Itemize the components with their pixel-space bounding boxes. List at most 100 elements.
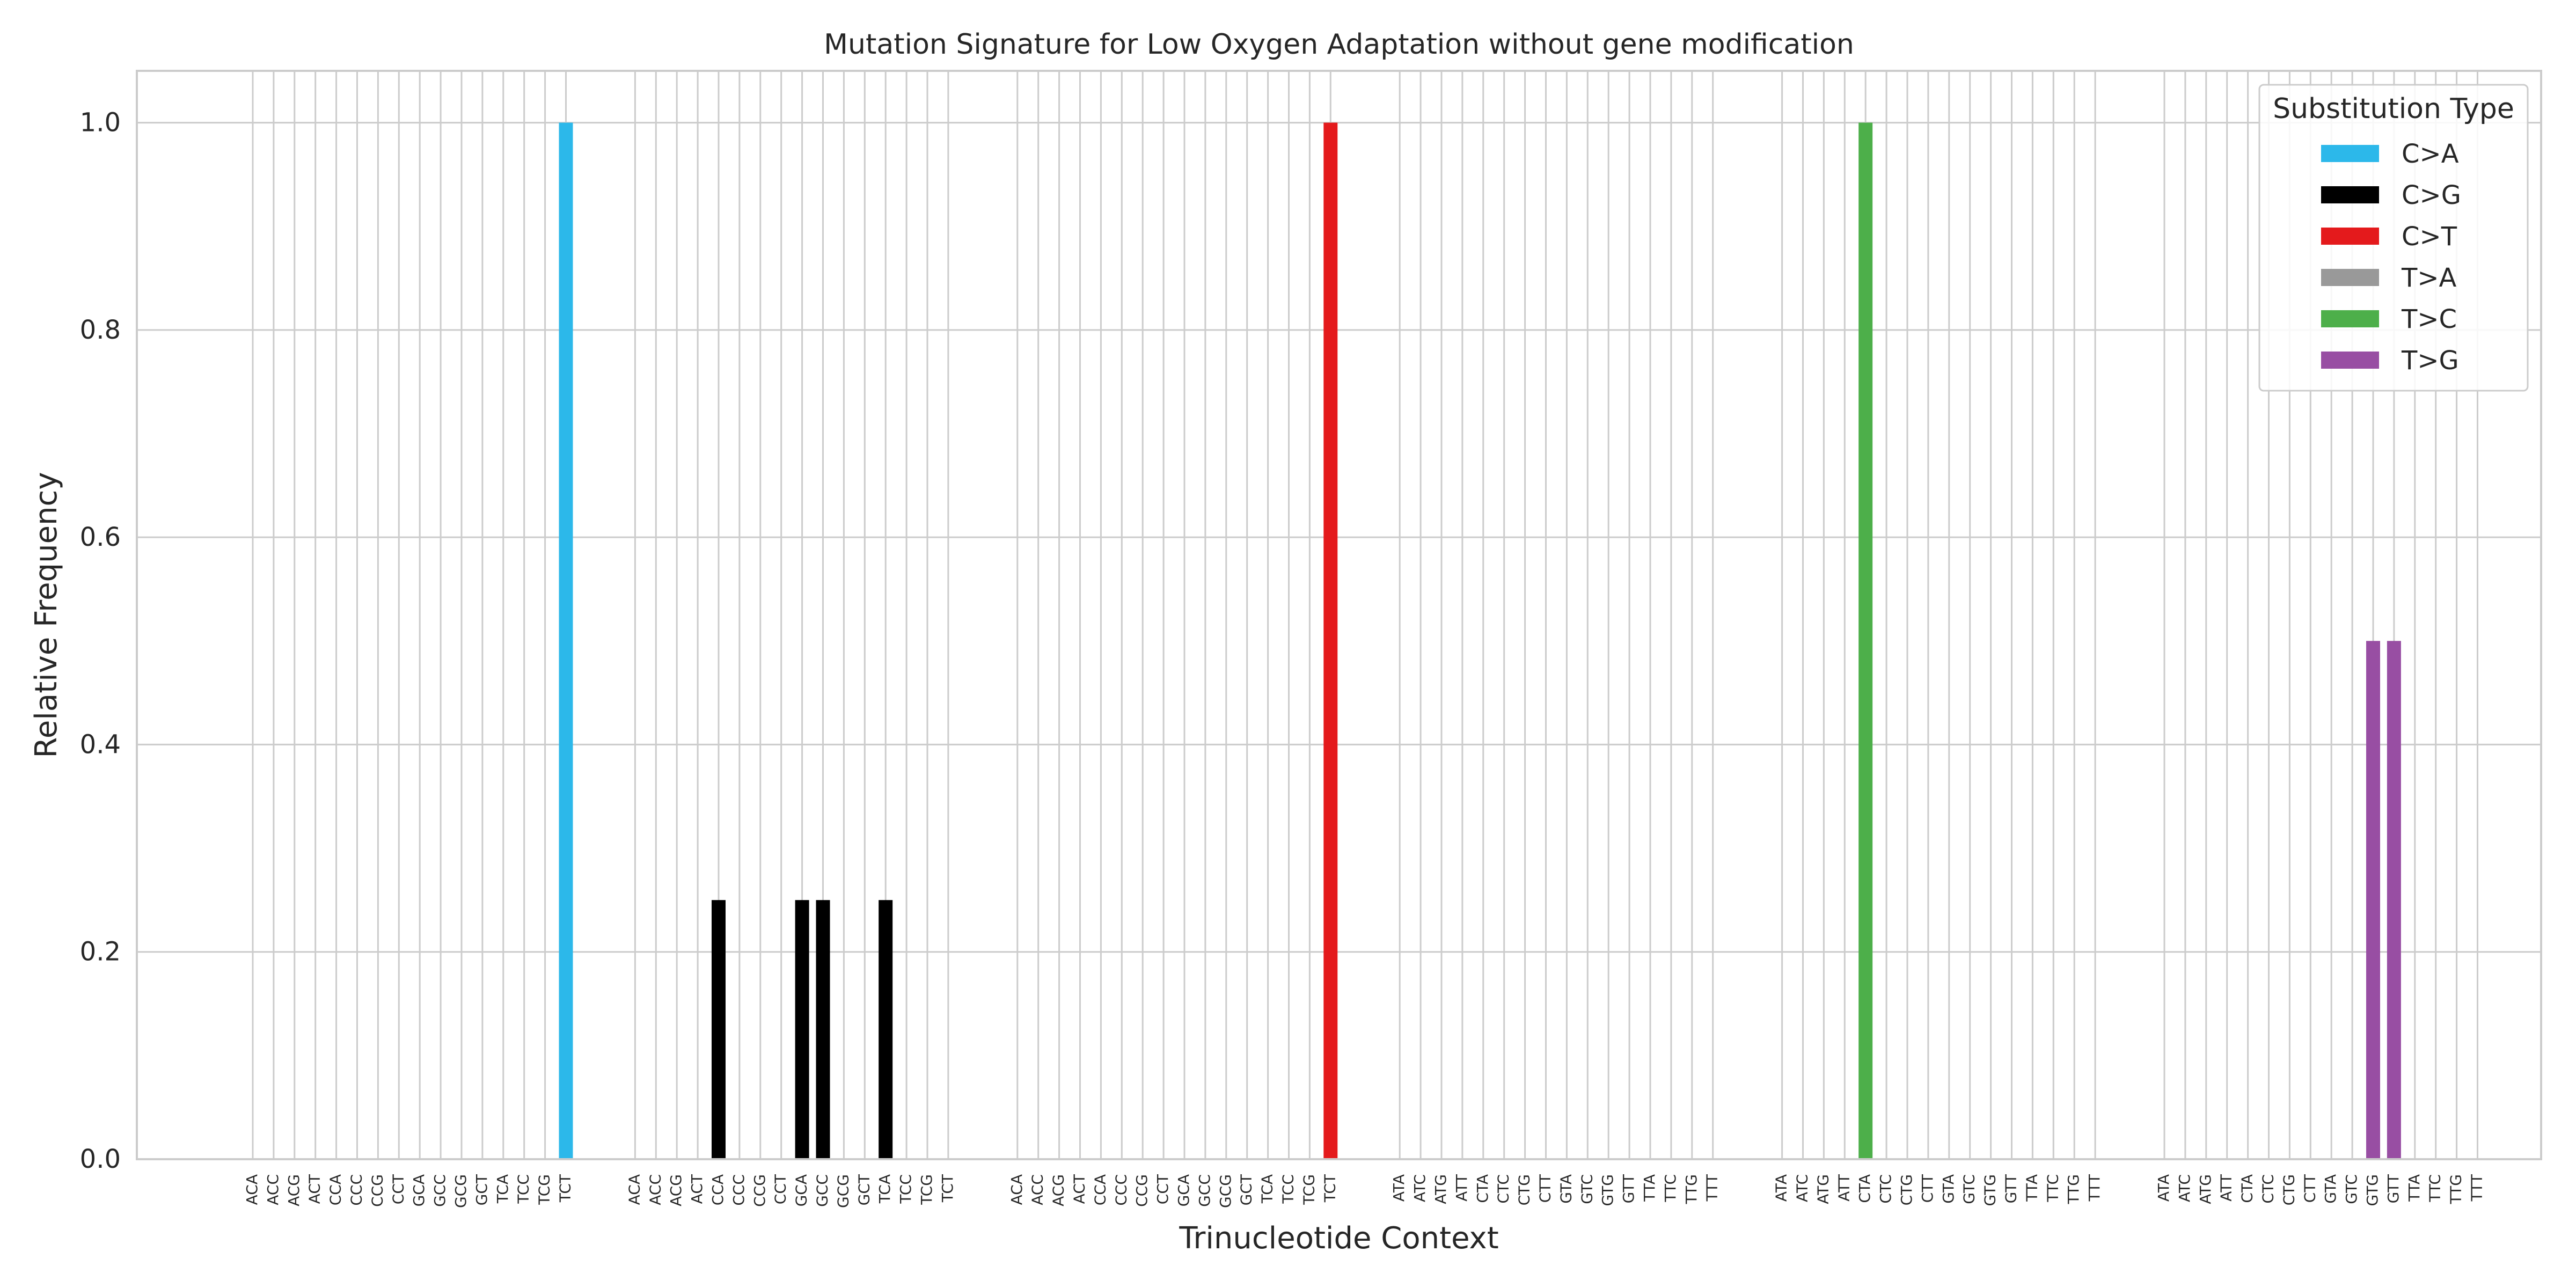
x-tick-label: GTT <box>1620 1174 1637 1203</box>
x-tick-label: CCC <box>1112 1174 1130 1206</box>
legend-swatch <box>2321 269 2379 286</box>
x-tick-label: CCC <box>348 1174 365 1206</box>
y-tick-label: 0.6 <box>80 522 121 552</box>
x-tick-label: TCG <box>918 1174 935 1205</box>
x-tick-label: TTG <box>2065 1174 2082 1204</box>
legend-label: T>G <box>2401 346 2459 376</box>
bar-C-to-G-GCA <box>795 900 809 1159</box>
x-tick-label: GTC <box>1578 1174 1596 1204</box>
legend-box <box>2258 84 2529 392</box>
x-tick-label: CTT <box>1536 1174 1554 1203</box>
x-tick-label: CTG <box>2280 1174 2297 1205</box>
x-tick-label: ACT <box>688 1174 706 1204</box>
x-tick-label: GTA <box>1940 1174 1957 1204</box>
x-tick-label: GCT <box>855 1174 873 1205</box>
x-tick-label: TCC <box>897 1174 914 1204</box>
x-tick-label: ACG <box>1050 1174 1067 1206</box>
x-tick-label: CCA <box>1091 1174 1109 1205</box>
x-tick-label: ACC <box>646 1174 664 1205</box>
y-axis-label: Relative Frequency <box>29 472 64 758</box>
y-tick-label: 0.8 <box>80 315 121 345</box>
x-tick-label: TTT <box>2085 1174 2103 1202</box>
x-tick-label: TCC <box>1279 1174 1297 1204</box>
x-tick-label: CTG <box>1516 1174 1533 1205</box>
x-tick-label: ATG <box>1432 1174 1450 1204</box>
x-tick-label: GTA <box>2322 1174 2339 1204</box>
x-tick-label: ACA <box>243 1174 261 1205</box>
x-tick-label: TTG <box>2447 1174 2465 1204</box>
x-tick-label: GCT <box>473 1174 491 1205</box>
x-tick-label: GCG <box>1217 1174 1234 1208</box>
x-tick-labels: ACA ACC ACG ACT CCA CCC CCG CCT GCA GCC GCG GCT TCA T… <box>243 1174 2486 1208</box>
legend-title: Substitution Type <box>2273 93 2514 125</box>
x-tick-label: TTA <box>2405 1174 2423 1202</box>
x-tick-label: ATT <box>1835 1174 1853 1202</box>
x-tick-label: ACC <box>1029 1174 1046 1205</box>
bar-C-to-G-TCA <box>879 900 893 1159</box>
x-tick-label: CCT <box>772 1174 789 1204</box>
x-tick-label: GCG <box>834 1174 852 1208</box>
legend-label: T>C <box>2401 304 2457 334</box>
legend-swatch <box>2321 352 2379 369</box>
x-tick-label: CTT <box>2301 1174 2318 1203</box>
x-tick-label: ACA <box>1008 1174 1026 1205</box>
x-tick-label: GCA <box>793 1174 810 1206</box>
legend-label: C>A <box>2402 139 2459 169</box>
x-tick-label: TCA <box>494 1174 511 1204</box>
plot-frame <box>136 70 2542 1160</box>
legend-swatch <box>2321 228 2379 245</box>
x-tick-label: CTC <box>1877 1174 1894 1204</box>
x-tick-label: CTT <box>1919 1174 1936 1203</box>
y-tick-label: 0.2 <box>80 937 121 967</box>
x-tick-label: ATC <box>1411 1174 1429 1202</box>
x-tick-label: TCA <box>1258 1174 1276 1204</box>
x-tick-label: ATT <box>1453 1174 1470 1202</box>
legend-swatch <box>2321 310 2379 327</box>
x-tick-label: CCT <box>1154 1174 1172 1204</box>
x-tick-label: ACT <box>1071 1174 1088 1204</box>
x-tick-label: ACA <box>625 1174 643 1205</box>
x-tick-label: GCG <box>452 1174 470 1208</box>
x-tick-label: GTC <box>2343 1174 2360 1204</box>
x-tick-label: GTT <box>2384 1174 2402 1203</box>
x-tick-label: CCT <box>389 1174 407 1204</box>
x-tick-label: CTG <box>1898 1174 1915 1205</box>
bar-T-to-G-GTT <box>2387 641 2401 1159</box>
x-tick-label: GCT <box>1238 1174 1255 1205</box>
x-tick-label: ACC <box>264 1174 282 1205</box>
x-tick-label: GCA <box>1175 1174 1192 1206</box>
bar-T-to-C-CTA <box>1858 122 1873 1160</box>
legend-swatch <box>2321 186 2379 203</box>
x-tick-label: CCG <box>368 1174 386 1207</box>
x-axis-label: Trinucleotide Context <box>1179 1221 1498 1256</box>
x-tick-label: GTA <box>1557 1174 1575 1204</box>
x-tick-label: CCC <box>730 1174 748 1206</box>
x-tick-label: ACG <box>285 1174 303 1206</box>
x-tick-label: GCC <box>814 1174 831 1207</box>
x-tick-label: TCT <box>939 1174 956 1203</box>
x-tick-label: ATT <box>2218 1174 2235 1202</box>
x-tick-label: CCG <box>751 1174 769 1207</box>
y-tick-labels: 0.0 0.2 0.4 0.6 0.8 1.0 <box>80 108 121 1174</box>
x-tick-label: ATG <box>1814 1174 1832 1204</box>
x-tick-label: ATG <box>2197 1174 2214 1204</box>
x-tick-label: ATA <box>2155 1174 2172 1202</box>
x-tick-label: GCC <box>431 1174 449 1207</box>
x-tick-label: TCA <box>876 1174 894 1204</box>
x-tick-label: TTT <box>2468 1174 2486 1202</box>
bar-C-to-T-TCT <box>1323 122 1338 1160</box>
legend-items: C>A C>G C>T T>A T>C T>G <box>2321 139 2461 376</box>
x-tick-label: ATC <box>2176 1174 2193 1202</box>
legend-label: C>G <box>2402 180 2461 210</box>
x-tick-label: ATA <box>1773 1174 1790 1202</box>
bar-C-to-A-TCT <box>559 122 573 1160</box>
x-tick-label: TCT <box>1321 1174 1338 1203</box>
x-tick-label: CTC <box>1495 1174 1512 1204</box>
x-tick-label: ACG <box>667 1174 685 1206</box>
chart-title: Mutation Signature for Low Oxygen Adapta… <box>824 28 1854 61</box>
y-tick-label: 0.4 <box>80 729 121 759</box>
x-tick-label: TTC <box>2426 1174 2444 1203</box>
x-tick-label: GTT <box>2002 1174 2020 1203</box>
